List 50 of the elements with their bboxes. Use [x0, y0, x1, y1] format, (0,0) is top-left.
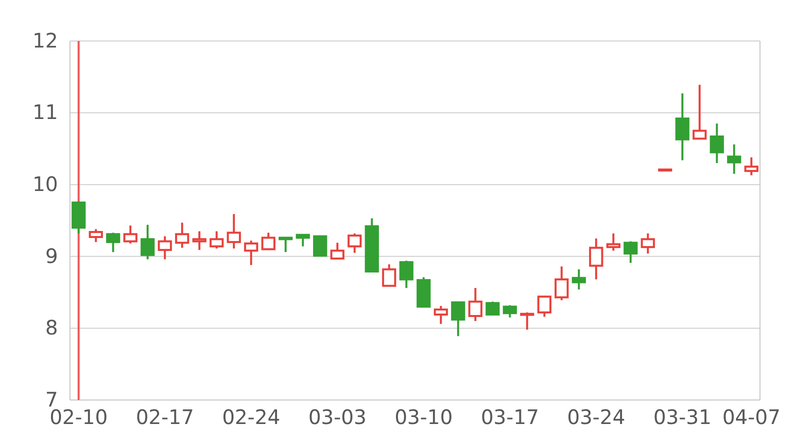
y-tick-label: 8: [45, 316, 58, 340]
candlestick: [313, 235, 328, 257]
candlestick: [106, 232, 120, 254]
candlestick: [348, 232, 362, 254]
candlestick: [624, 240, 638, 264]
candlestick: [675, 92, 690, 162]
candlestick: [744, 156, 758, 176]
candlestick: [589, 237, 604, 280]
candlestick: [382, 263, 396, 287]
candlestick: [520, 311, 534, 331]
candlestick: [140, 224, 155, 260]
candlestick: [468, 286, 482, 322]
x-tick-label: 03-17: [480, 405, 539, 430]
candlestick: [296, 233, 310, 248]
candlestick: [692, 84, 707, 140]
y-tick-label: 9: [45, 244, 58, 268]
candlestick: [434, 304, 448, 325]
candlestick: [244, 240, 258, 266]
candlestick: [554, 265, 569, 302]
x-tick-label: 03-24: [567, 405, 626, 430]
candlestick: [537, 294, 552, 318]
candlestick: [278, 236, 293, 254]
x-tick-label: 02-24: [222, 405, 280, 430]
candlestick: [192, 230, 206, 251]
candlestick: [451, 301, 466, 338]
x-tick-label: 02-17: [136, 405, 194, 430]
candlestick: [486, 300, 500, 316]
candlestick: [261, 232, 276, 250]
x-tick-label: 03-10: [394, 405, 453, 430]
candlestick: [88, 228, 103, 244]
candlestick: [572, 268, 586, 290]
candlestick: [502, 304, 517, 318]
candlestick: [158, 235, 172, 260]
candlestick: [606, 232, 620, 252]
candlestick: [710, 122, 724, 164]
y-tick-label: 11: [32, 100, 58, 124]
x-tick-label: 03-31: [653, 405, 712, 430]
candlestick: [640, 232, 655, 255]
candlestick: [226, 213, 241, 250]
y-tick-label: 10: [32, 172, 58, 196]
candlestick: [175, 222, 190, 249]
x-tick-label: 02-10: [50, 405, 108, 430]
x-tick-label: 04-07: [722, 405, 780, 430]
candlestick: [210, 230, 224, 250]
candlestick: [330, 242, 344, 260]
candlestick: [727, 143, 742, 175]
candlestick: [399, 260, 414, 289]
y-tick-label: 12: [32, 28, 58, 52]
x-tick-label: 03-03: [308, 405, 366, 430]
candlestick: [123, 224, 138, 244]
